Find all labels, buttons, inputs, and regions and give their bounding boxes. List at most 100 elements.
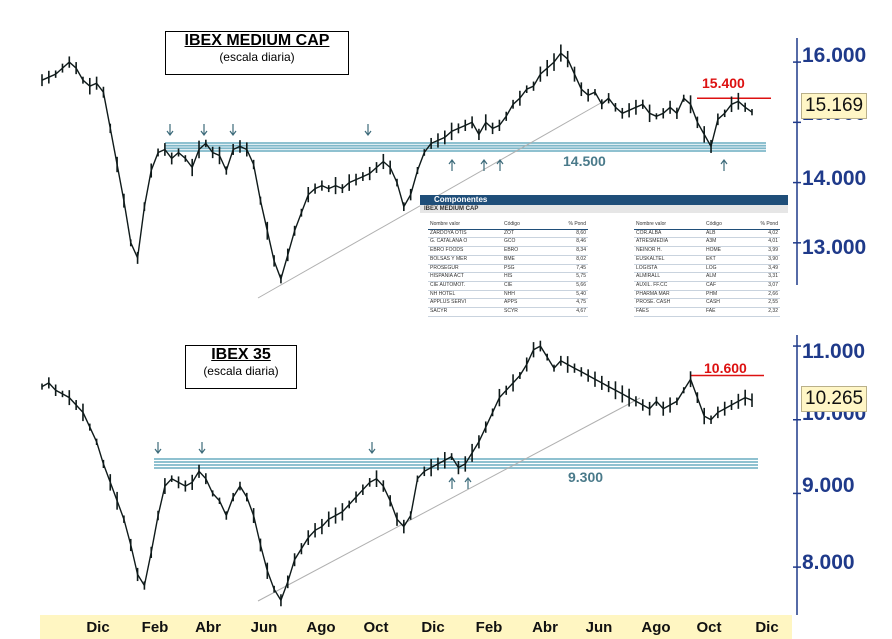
cell: 8,34 [556,246,588,256]
table-row: HISPANIA ACT HIS 5,75 [428,272,588,282]
table-row: FAES FAE 2,32 [634,307,780,317]
cell: EUSKALTEL [634,255,704,265]
cell: 4,75 [556,298,588,309]
cell: AUXIL. FF.CC [634,281,704,291]
cell: NHH [502,290,556,300]
x-tick-label: Feb [141,619,169,636]
price-line [41,52,753,282]
cell: HISPANIA ACT [428,272,502,282]
support-touch-arrow-up [448,477,456,489]
components-title: Componentes [420,195,788,205]
cell: ZARDOYA OTIS [428,229,502,239]
table-row: ALMIRALL ALM 3,31 [634,272,780,282]
table-row: BOLSAS Y MER BME 8,02 [428,255,588,265]
top-chart-subtitle: (escala diaria) [219,50,295,64]
y-tick-label: 8.000 [802,551,855,574]
cell: APPLUS SERVI [428,298,502,309]
cell: HIS [502,272,556,282]
bottom-chart-subtitle: (escala diaria) [203,364,279,378]
cell: LOGISTA [634,264,704,274]
cell: ATRESMEDIA [634,237,704,248]
cell: CAF [704,281,754,291]
cell: 8,46 [556,237,588,248]
cell: 3,49 [754,264,780,274]
table-row: G. CATALANA O GCO 8,46 [428,237,588,248]
cell: LOG [704,264,754,274]
resistance-label: 15.400 [702,75,745,91]
cell: 3,90 [754,255,780,265]
bottom-title-box: IBEX 35 (escala diaria) [185,345,297,389]
x-tick-label: Ago [641,619,671,636]
x-tick-label: Feb [475,619,503,636]
table-row: PROSE. CASH CASH 2,55 [634,298,780,309]
trend-line [257,397,641,602]
components-right-table: Nombre valor Código % Pond COR.ALBA ALB 4,… [634,221,780,317]
support-touch-arrow-down [200,124,208,136]
cell: HOME [704,246,754,256]
table-row: APPLUS SERVI APPS 4,75 [428,298,588,309]
cell: PROSEGUR [428,264,502,274]
cell: 3,07 [754,281,780,291]
table-row: CIE AUTOMOT. CIE 5,66 [428,281,588,291]
cell: 8,60 [556,229,588,239]
table-row: NH HOTEL NHH 5,40 [428,290,588,300]
table-row: NEINOR H. HOME 3,99 [634,246,780,256]
cell: CIE AUTOMOT. [428,281,502,291]
table-row: PHARMA MAR PHM 2,66 [634,290,780,300]
support-touch-arrow-down [368,442,376,454]
table-row: AUXIL. FF.CC CAF 3,07 [634,281,780,291]
support-touch-arrow-down [154,442,162,454]
cell: 8,02 [556,255,588,265]
cell: EBRO FOODS [428,246,502,256]
cell: CIE [502,281,556,291]
table-row: COR.ALBA ALB 4,02 [634,229,780,239]
cell: ALB [704,229,754,239]
cell: NEINOR H. [634,246,704,256]
support-touch-arrow-up [496,159,504,171]
cell: EBRO [502,246,556,256]
x-tick-label: Ago [306,619,336,636]
components-index-name: IBEX MEDIUM CAP [420,205,788,213]
y-tick-label: 13.000 [802,236,867,259]
cell: 4,01 [754,237,780,248]
bottom-chart-title: IBEX 35 [211,346,271,363]
support-touch-arrow-up [720,159,728,171]
cell: 2,55 [754,298,780,309]
cell: APPS [502,298,556,309]
cell: 5,66 [556,281,588,291]
cell: SACYR [428,307,502,317]
cell: EKT [704,255,754,265]
cell: PSG [502,264,556,274]
resistance-label: 10.600 [704,360,747,376]
table-row: SACYR SCYR 4,67 [428,307,588,317]
support-touch-arrow-down [166,124,174,136]
x-tick-label: Dic [86,619,110,636]
support-touch-arrow-up [448,159,456,171]
x-axis-band: Dic Feb Abr Jun Ago Oct Dic Feb Abr Jun … [40,615,792,639]
header-cell: Código [704,221,754,230]
header-cell: Código [502,221,556,230]
table-row: ZARDOYA OTIS ZOT 8,60 [428,229,588,239]
support-touch-arrow-up [480,159,488,171]
top-title-box: IBEX MEDIUM CAP (escala diaria) [165,31,349,75]
cell: GCO [502,237,556,248]
table-row: PROSEGUR PSG 7,45 [428,264,588,274]
cell: 4,67 [556,307,588,317]
price-line [41,345,753,602]
components-table: Componentes IBEX MEDIUM CAP Nombre valor… [420,195,788,317]
table-header-row: Nombre valor Código % Pond [428,221,588,230]
header-cell: Nombre valor [634,221,704,230]
support-touch-arrow-down [364,124,372,136]
support-label: 14.500 [563,153,606,169]
y-tick-label: 9.000 [802,474,855,497]
table-row: LOGISTA LOG 3,49 [634,264,780,274]
cell: PROSE. CASH [634,298,704,309]
cell: PHARMA MAR [634,290,704,300]
table-row: EUSKALTEL EKT 3,90 [634,255,780,265]
cell: 7,45 [556,264,588,274]
cell: 5,40 [556,290,588,300]
header-cell: % Pond [754,221,780,230]
table-row: ATRESMEDIA A3M 4,01 [634,237,780,248]
header-cell: Nombre valor [428,221,502,230]
